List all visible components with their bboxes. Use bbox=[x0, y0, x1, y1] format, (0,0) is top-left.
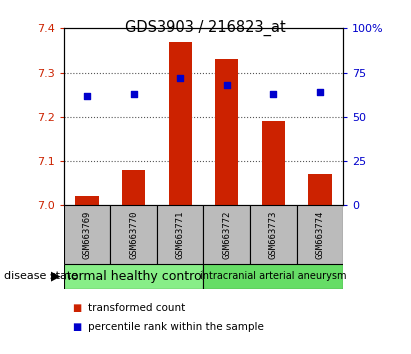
Bar bbox=[203, 205, 250, 264]
Text: GSM663774: GSM663774 bbox=[315, 210, 324, 259]
Bar bbox=[215, 59, 238, 205]
Bar bbox=[110, 205, 157, 264]
Text: ■: ■ bbox=[72, 322, 81, 332]
Text: GSM663770: GSM663770 bbox=[129, 210, 138, 259]
Point bbox=[177, 75, 183, 81]
Text: disease state: disease state bbox=[4, 271, 78, 281]
Bar bbox=[203, 264, 343, 289]
Bar bbox=[297, 205, 343, 264]
Text: transformed count: transformed count bbox=[88, 303, 185, 313]
Bar bbox=[250, 205, 297, 264]
Point bbox=[130, 91, 137, 97]
Point bbox=[84, 93, 90, 98]
Bar bbox=[122, 170, 145, 205]
Bar bbox=[262, 121, 285, 205]
Text: ▶: ▶ bbox=[51, 270, 61, 282]
Bar bbox=[75, 196, 99, 205]
Text: GDS3903 / 216823_at: GDS3903 / 216823_at bbox=[125, 19, 286, 36]
Text: normal healthy control: normal healthy control bbox=[62, 270, 205, 282]
Text: GSM663769: GSM663769 bbox=[83, 210, 92, 259]
Bar bbox=[308, 175, 332, 205]
Bar bbox=[64, 205, 110, 264]
Text: percentile rank within the sample: percentile rank within the sample bbox=[88, 322, 263, 332]
Text: intracranial arterial aneurysm: intracranial arterial aneurysm bbox=[200, 271, 346, 281]
Text: ■: ■ bbox=[72, 303, 81, 313]
Point bbox=[224, 82, 230, 88]
Bar bbox=[64, 264, 203, 289]
Bar bbox=[169, 42, 192, 205]
Point bbox=[270, 91, 277, 97]
Text: GSM663772: GSM663772 bbox=[222, 210, 231, 259]
Point bbox=[316, 89, 323, 95]
Text: GSM663771: GSM663771 bbox=[175, 210, 185, 259]
Bar bbox=[157, 205, 203, 264]
Text: GSM663773: GSM663773 bbox=[269, 210, 278, 259]
